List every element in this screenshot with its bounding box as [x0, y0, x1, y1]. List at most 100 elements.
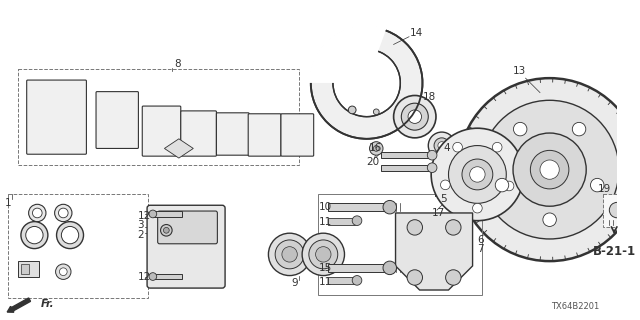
Circle shape	[408, 110, 422, 124]
Bar	[435, 174, 443, 196]
FancyBboxPatch shape	[96, 92, 138, 148]
Circle shape	[309, 240, 338, 269]
Circle shape	[275, 240, 304, 269]
Bar	[328, 277, 355, 284]
Text: 13: 13	[513, 67, 526, 76]
Text: 18: 18	[422, 92, 436, 102]
Circle shape	[26, 227, 43, 244]
FancyBboxPatch shape	[248, 114, 281, 156]
FancyBboxPatch shape	[180, 111, 216, 156]
Circle shape	[21, 222, 48, 249]
Circle shape	[352, 216, 362, 226]
Circle shape	[60, 268, 67, 276]
Polygon shape	[164, 139, 193, 158]
Circle shape	[513, 122, 527, 136]
Bar	[8, 194, 148, 298]
Bar	[33, 89, 81, 146]
Circle shape	[470, 167, 485, 182]
Text: 2: 2	[138, 230, 144, 240]
Text: 20: 20	[367, 157, 380, 167]
Circle shape	[462, 159, 493, 190]
Bar	[153, 211, 182, 217]
Text: 6: 6	[477, 235, 484, 245]
Text: 8: 8	[174, 59, 180, 69]
Text: 12: 12	[138, 211, 150, 221]
Circle shape	[373, 109, 379, 115]
Text: 9: 9	[292, 278, 298, 288]
Circle shape	[492, 142, 502, 152]
FancyBboxPatch shape	[281, 114, 314, 156]
Bar	[146, 111, 177, 151]
Text: 3: 3	[138, 220, 144, 230]
Circle shape	[54, 204, 72, 222]
Bar	[381, 152, 434, 158]
Circle shape	[495, 178, 509, 192]
Circle shape	[431, 128, 524, 221]
Text: 4: 4	[444, 143, 451, 154]
Circle shape	[383, 200, 397, 214]
Circle shape	[311, 27, 422, 139]
Wedge shape	[309, 25, 387, 83]
Circle shape	[445, 220, 461, 235]
Circle shape	[268, 233, 311, 276]
Text: 11: 11	[319, 217, 332, 227]
Circle shape	[149, 273, 157, 280]
Text: 1: 1	[4, 198, 11, 208]
Circle shape	[163, 228, 169, 233]
Text: 12: 12	[138, 273, 150, 283]
Text: 14: 14	[410, 28, 423, 38]
Circle shape	[56, 222, 83, 249]
Circle shape	[282, 247, 298, 262]
FancyBboxPatch shape	[147, 205, 225, 288]
Circle shape	[348, 106, 356, 114]
Circle shape	[407, 270, 422, 285]
Circle shape	[161, 225, 172, 236]
Bar	[153, 274, 182, 279]
Bar	[328, 218, 355, 225]
Circle shape	[394, 95, 436, 138]
Circle shape	[438, 142, 445, 149]
Circle shape	[52, 137, 61, 147]
Text: 10: 10	[319, 202, 332, 212]
Circle shape	[472, 203, 482, 213]
Circle shape	[352, 276, 362, 285]
Bar	[328, 203, 390, 211]
Circle shape	[513, 133, 586, 206]
Circle shape	[333, 49, 401, 117]
Circle shape	[58, 208, 68, 218]
Circle shape	[591, 178, 604, 192]
Circle shape	[540, 160, 559, 179]
Circle shape	[531, 150, 569, 189]
Text: B-21-1: B-21-1	[593, 245, 636, 258]
Circle shape	[452, 142, 462, 152]
Text: 7: 7	[477, 244, 484, 253]
Text: 15: 15	[319, 263, 332, 273]
Circle shape	[428, 150, 437, 160]
Circle shape	[407, 220, 422, 235]
Text: 11: 11	[319, 277, 332, 287]
Bar	[328, 264, 390, 272]
Circle shape	[33, 208, 42, 218]
Text: 19: 19	[598, 184, 611, 194]
Text: 16: 16	[369, 143, 382, 154]
Circle shape	[383, 261, 397, 275]
Circle shape	[428, 132, 455, 159]
Circle shape	[369, 142, 383, 155]
Circle shape	[434, 138, 449, 153]
Circle shape	[543, 213, 556, 227]
Circle shape	[149, 210, 157, 218]
FancyArrow shape	[7, 298, 31, 312]
Circle shape	[458, 78, 640, 261]
Text: TX64B2201: TX64B2201	[552, 302, 600, 311]
Circle shape	[449, 146, 506, 203]
Text: 17: 17	[432, 208, 445, 218]
Circle shape	[29, 204, 46, 222]
FancyBboxPatch shape	[27, 80, 86, 154]
Bar	[18, 261, 39, 276]
Bar	[319, 194, 482, 295]
Circle shape	[572, 122, 586, 136]
Circle shape	[56, 264, 71, 279]
Bar	[100, 96, 134, 144]
Text: 5: 5	[440, 194, 447, 204]
Circle shape	[504, 181, 514, 191]
